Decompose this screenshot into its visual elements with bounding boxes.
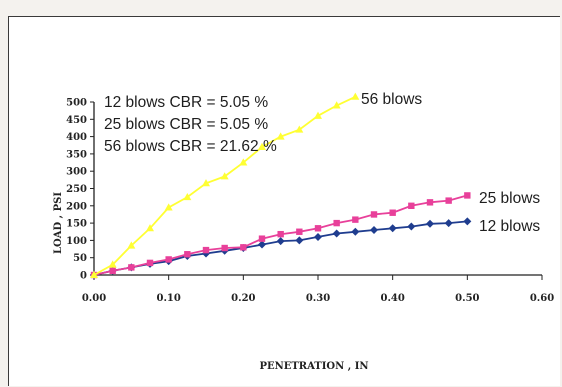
data-point — [370, 226, 378, 235]
x-tick-label: 0.60 — [530, 293, 554, 304]
data-point — [407, 222, 416, 231]
data-point — [426, 199, 434, 206]
data-point — [221, 244, 228, 252]
series-56-blows — [90, 92, 360, 278]
data-point — [184, 251, 191, 258]
series-labels: 56 blows 25 blows 12 blows — [361, 91, 540, 235]
y-tick-label: 200 — [66, 201, 87, 212]
cbr-annotations: 12 blows CBR = 5.05 % 25 blows CBR = 5.0… — [104, 94, 277, 155]
data-point — [202, 246, 210, 254]
data-point — [351, 227, 360, 236]
data-point — [220, 172, 229, 180]
x-tick-label: 0.40 — [380, 293, 404, 304]
y-tick-label: 50 — [73, 253, 87, 264]
data-point — [239, 158, 248, 166]
data-point — [90, 270, 98, 278]
data-point — [202, 179, 210, 187]
data-point — [314, 232, 322, 241]
data-point — [146, 224, 154, 232]
data-point — [183, 192, 192, 201]
data-point — [108, 260, 117, 268]
data-point — [314, 225, 322, 232]
data-point — [426, 219, 434, 228]
data-point — [295, 236, 304, 245]
data-point — [240, 244, 247, 251]
y-tick-label: 100 — [66, 236, 87, 247]
data-point — [352, 216, 359, 223]
axes: 0 50 100 150 200 250 300 350 400 450 500 0.00 0.10 0… — [66, 98, 554, 305]
data-point — [128, 264, 135, 271]
y-tick-label: 400 — [66, 132, 87, 143]
data-point — [464, 192, 471, 199]
data-point — [276, 237, 285, 246]
annotation-12-blows: 12 blows CBR = 5.05 % — [104, 94, 268, 111]
data-point — [277, 230, 284, 238]
data-point — [127, 241, 136, 249]
x-tick-label: 0.20 — [231, 293, 255, 304]
x-tick-label: 0.30 — [306, 293, 330, 304]
data-point — [408, 202, 415, 209]
data-point — [258, 235, 266, 242]
y-tick-label: 350 — [66, 149, 87, 160]
data-point — [258, 142, 266, 150]
data-point — [295, 125, 304, 133]
x-tick-label: 0.50 — [455, 293, 479, 304]
data-point — [109, 267, 116, 275]
data-point — [370, 211, 378, 218]
y-tick-label: 300 — [66, 167, 87, 178]
series-label-25-blows: 25 blows — [479, 190, 540, 207]
data-point — [444, 219, 453, 228]
data-point — [314, 111, 322, 119]
data-point — [333, 219, 340, 227]
series-label-12-blows: 12 blows — [479, 218, 540, 235]
data-point — [332, 229, 341, 238]
data-point — [165, 256, 172, 263]
y-tick-label: 250 — [66, 184, 87, 195]
y-tick-label: 0 — [80, 271, 87, 282]
data-point — [332, 101, 341, 109]
data-point — [351, 92, 360, 100]
annotation-56-blows: 56 blows CBR = 21.62 % — [104, 138, 277, 155]
series-25-blows — [90, 192, 471, 279]
data-point — [164, 203, 173, 211]
data-point — [146, 259, 154, 267]
series-layer — [90, 92, 472, 279]
data-point — [276, 132, 285, 140]
data-point — [388, 224, 397, 233]
series-label-56-blows: 56 blows — [361, 91, 422, 108]
y-tick-label: 150 — [66, 219, 87, 230]
annotation-25-blows: 25 blows CBR = 5.05 % — [104, 116, 268, 133]
x-tick-label: 0.10 — [156, 293, 180, 304]
chart-frame: 0 50 100 150 200 250 300 350 400 450 500 0.00 0.10 0… — [8, 16, 560, 386]
data-point — [258, 240, 266, 249]
x-tick-label: 0.00 — [82, 293, 106, 304]
data-point — [296, 228, 303, 235]
y-tick-label: 500 — [66, 98, 87, 109]
data-point — [445, 197, 452, 204]
x-axis-title: PENETRATION , IN — [259, 361, 368, 372]
cbr-chart: 0 50 100 150 200 250 300 350 400 450 500 0.00 0.10 0… — [53, 91, 554, 372]
data-point — [463, 217, 472, 226]
data-point — [389, 209, 396, 216]
y-axis-title: LOAD , PSI — [53, 192, 64, 254]
y-tick-label: 450 — [66, 115, 87, 126]
series-12-blows — [90, 217, 472, 279]
